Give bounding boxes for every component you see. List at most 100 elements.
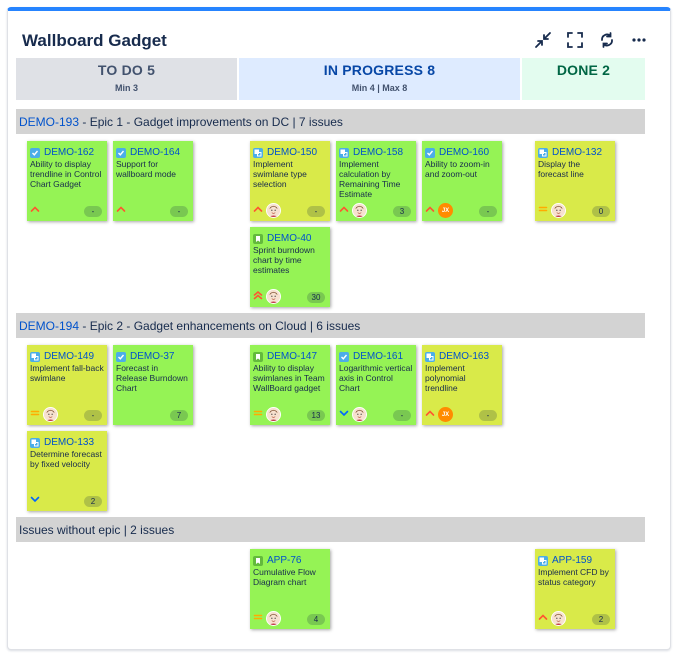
issue-key-link[interactable]: DEMO-147 xyxy=(267,351,318,362)
estimate-badge: 4 xyxy=(307,614,325,625)
issue-key-link[interactable]: DEMO-162 xyxy=(44,147,95,158)
more-icon[interactable] xyxy=(628,29,650,51)
issue-card[interactable]: DEMO-132 Display the forecast line 0 xyxy=(535,141,615,221)
estimate-badge: - xyxy=(170,206,188,217)
fullscreen-icon[interactable] xyxy=(564,29,586,51)
story-type-icon xyxy=(253,351,263,362)
issue-key-link[interactable]: DEMO-149 xyxy=(44,351,95,362)
issue-key-link[interactable]: DEMO-164 xyxy=(130,147,181,158)
refresh-icon[interactable] xyxy=(596,29,618,51)
column-header-done: DONE 2 xyxy=(522,58,645,100)
assignee-avatar[interactable] xyxy=(266,407,281,422)
issue-card[interactable]: DEMO-150 Implement swimlane type selectio… xyxy=(250,141,330,221)
story-type-icon xyxy=(253,233,263,244)
column-header-in-progress: IN PROGRESS 8 Min 4 | Max 8 xyxy=(239,58,520,100)
estimate-badge: 2 xyxy=(592,614,610,625)
card-key-row: APP-76 xyxy=(253,555,301,566)
assignee-avatar[interactable] xyxy=(352,203,367,218)
card-key-row: DEMO-164 xyxy=(116,147,180,158)
card-key-row: DEMO-161 xyxy=(339,351,403,362)
column-limit: Min 3 xyxy=(114,83,138,93)
priority-medium-icon xyxy=(30,408,40,418)
issue-card[interactable]: APP-159 Implement CFD by status category 2 xyxy=(535,549,615,629)
priority-medium-icon xyxy=(538,204,548,214)
swimlane-label: - Epic 2 - Gadget enhancements on Cloud … xyxy=(79,319,361,333)
estimate-badge: 30 xyxy=(307,292,325,303)
issue-key-link[interactable]: DEMO-40 xyxy=(267,233,312,244)
priority-high-icon xyxy=(538,612,548,622)
card-key-row: DEMO-162 xyxy=(30,147,94,158)
issue-card[interactable]: DEMO-164 Support for wallboard mode - xyxy=(113,141,193,221)
swimlane-label: Issues without epic | 2 issues xyxy=(19,523,175,537)
issue-key-link[interactable]: DEMO-150 xyxy=(267,147,318,158)
assignee-avatar[interactable] xyxy=(352,407,367,422)
estimate-badge: - xyxy=(307,206,325,217)
card-key-row: DEMO-40 xyxy=(253,233,311,244)
issue-card[interactable]: DEMO-147 Ability to display swimlanes in … xyxy=(250,345,330,425)
issue-summary: Ability to zoom-in and zoom-out xyxy=(425,159,490,179)
epic-link[interactable]: DEMO-193 xyxy=(19,115,80,129)
issue-card[interactable]: DEMO-149 Implement fall-back swimlane - xyxy=(27,345,107,425)
issue-card[interactable]: DEMO-160 Ability to zoom-in and zoom-out J… xyxy=(422,141,502,221)
epic-link[interactable]: DEMO-194 xyxy=(19,319,80,333)
assignee-avatar[interactable]: JX xyxy=(438,407,453,422)
column-name: TO DO 5 xyxy=(97,62,156,78)
column-name: DONE 2 xyxy=(556,62,611,78)
issue-summary: Forecast in Release Burndown Chart xyxy=(116,363,188,393)
swimlane-epic-2: DEMO-194 - Epic 2 - Gadget enhancements … xyxy=(16,313,645,338)
subtask-type-icon xyxy=(425,351,435,362)
issue-key-link[interactable]: DEMO-163 xyxy=(439,351,490,362)
assignee-avatar[interactable] xyxy=(266,289,281,304)
column-limit: Min 4 | Max 8 xyxy=(351,83,408,93)
assignee-avatar[interactable] xyxy=(266,611,281,626)
priority-medium-icon xyxy=(253,408,263,418)
assignee-avatar[interactable] xyxy=(551,203,566,218)
priority-high-icon xyxy=(253,204,263,214)
issue-summary: Implement swimlane type selection xyxy=(253,159,307,189)
subtask-type-icon xyxy=(339,147,349,158)
estimate-badge: - xyxy=(84,410,102,421)
estimate-badge: 13 xyxy=(307,410,325,421)
minimize-icon[interactable] xyxy=(532,29,554,51)
assignee-avatar[interactable] xyxy=(551,611,566,626)
swimlane-no-epic: Issues without epic | 2 issues xyxy=(16,517,645,542)
issue-key-link[interactable]: DEMO-158 xyxy=(353,147,404,158)
issue-card[interactable]: DEMO-158 Implement calculation by Remaini… xyxy=(336,141,416,221)
assignee-avatar[interactable] xyxy=(43,407,58,422)
assignee-avatar[interactable] xyxy=(266,203,281,218)
issue-summary: Implement CFD by status category xyxy=(538,567,609,587)
swimlane-epic-1: DEMO-193 - Epic 1 - Gadget improvements … xyxy=(16,109,645,134)
estimate-badge: 7 xyxy=(170,410,188,421)
issue-card[interactable]: DEMO-37 Forecast in Release Burndown Char… xyxy=(113,345,193,425)
issue-key-link[interactable]: DEMO-132 xyxy=(552,147,603,158)
issue-key-link[interactable]: DEMO-161 xyxy=(353,351,404,362)
issue-key-link[interactable]: DEMO-37 xyxy=(130,351,175,362)
gadget-toolbar xyxy=(532,29,650,51)
issue-summary: Cumulative Flow Diagram chart xyxy=(253,567,316,587)
estimate-badge: - xyxy=(479,410,497,421)
issue-card[interactable]: DEMO-40 Sprint burndown chart by time est… xyxy=(250,227,330,307)
issue-card[interactable]: DEMO-161 Logarithmic vertical axis in Con… xyxy=(336,345,416,425)
priority-low-icon xyxy=(339,408,349,418)
issue-summary: Sprint burndown chart by time estimates xyxy=(253,245,315,275)
issue-card[interactable]: DEMO-133 Determine forecast by fixed velo… xyxy=(27,431,107,511)
issue-summary: Determine forecast by fixed velocity xyxy=(30,449,102,469)
assignee-avatar[interactable]: JX xyxy=(438,203,453,218)
column-name: IN PROGRESS 8 xyxy=(323,62,436,78)
issue-card[interactable]: DEMO-163 Implement polynomial trendline JX… xyxy=(422,345,502,425)
issue-key-link[interactable]: DEMO-133 xyxy=(44,437,95,448)
subtask-type-icon xyxy=(538,555,548,566)
gadget-title: Wallboard Gadget xyxy=(22,31,167,50)
card-key-row: DEMO-163 xyxy=(425,351,489,362)
estimate-badge: - xyxy=(84,206,102,217)
issue-summary: Ability to display trendline in Control … xyxy=(30,159,102,189)
priority-low-icon xyxy=(30,494,40,504)
issue-key-link[interactable]: APP-76 xyxy=(267,555,302,566)
subtask-type-icon xyxy=(538,147,548,158)
issue-key-link[interactable]: APP-159 xyxy=(552,555,593,566)
issue-key-link[interactable]: DEMO-160 xyxy=(439,147,490,158)
issue-card[interactable]: APP-76 Cumulative Flow Diagram chart 4 xyxy=(250,549,330,629)
issue-summary: Logarithmic vertical axis in Control Cha… xyxy=(339,363,413,393)
issue-card[interactable]: DEMO-162 Ability to display trendline in … xyxy=(27,141,107,221)
priority-highest-icon xyxy=(253,290,263,300)
